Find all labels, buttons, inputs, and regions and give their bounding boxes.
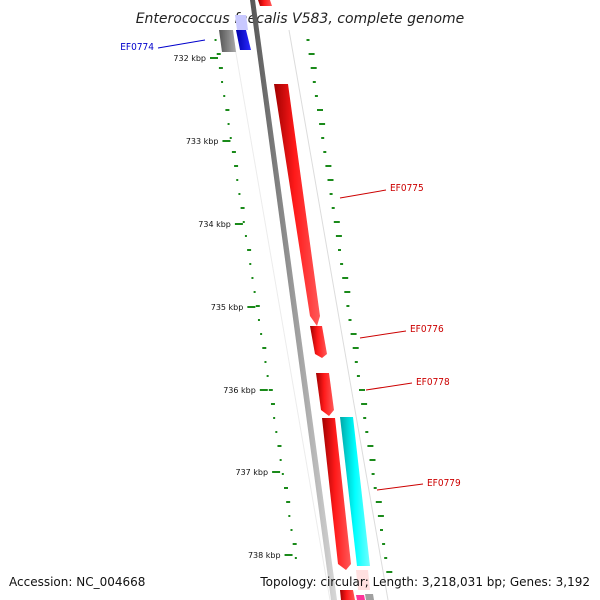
outer-track-line [288,29,389,600]
gene-gray-bottom [365,594,374,600]
gene-gray-EF0773 [219,30,236,52]
gene-faint-top [235,15,248,30]
gene-label-text: EF0774 [120,42,154,53]
kbp-tick-732: 732 kbp [173,54,218,63]
gene-EF0779-cyan [340,417,370,566]
gene-red-top-stub [258,0,272,6]
genome-summary: Topology: circular; Length: 3,218,031 bp… [259,575,590,589]
inner-track-line [231,29,331,600]
gene-leader-line [359,330,407,339]
gc-track-left [214,39,297,559]
gene-EF0775 [274,84,320,326]
kbp-tick-label: 733 kbp [186,137,219,146]
gene-faint-bottom [356,570,370,590]
genome-backbone [250,0,337,600]
kbp-tick-737: 737 kbp [235,468,281,477]
gene-leader-line [376,483,424,491]
gene-EF0779-red [322,418,351,570]
kbp-tick-735: 735 kbp [211,303,256,312]
kbp-tick-736: 736 kbp [223,386,268,395]
gene-blue-EF0774 [236,30,251,50]
gene-leader-line [365,382,413,391]
gene-label-EF0776: EF0776 [359,324,444,339]
gene-label-text: EF0779 [427,478,461,489]
kbp-tick-738: 738 kbp [248,551,293,560]
gene-label-EF0779: EF0779 [376,478,461,491]
kbp-tick-label: 737 kbp [235,468,268,477]
kbp-tick-label: 732 kbp [173,54,206,63]
gene-leader-line [339,189,387,199]
gene-EF0778 [316,373,334,416]
kbp-tick-label: 738 kbp [248,551,281,560]
kbp-tick-734: 734 kbp [198,220,243,229]
gc-track-right [306,39,393,573]
gene-red-bottom [340,590,355,600]
gene-leader-line [157,39,206,49]
gene-label-text: EF0778 [416,377,450,388]
gene-label-EF0778: EF0778 [365,377,450,391]
gene-EF0776 [310,326,327,358]
gene-label-text: EF0775 [390,183,424,194]
kbp-tick-label: 734 kbp [198,220,231,229]
kbp-tick-label: 735 kbp [211,303,244,312]
gene-magenta-bottom [356,595,365,600]
kbp-tick-733: 733 kbp [186,137,231,146]
accession-label: Accession: NC_004668 [9,575,145,589]
kbp-ticks: 732 kbp 733 kbp 734 kbp 735 kbp 736 kbp 737 k… [173,54,293,560]
gene-labels: EF0774 EF0775 EF0776 EF0778 EF0779 [120,39,461,491]
gene-label-EF0775: EF0775 [339,183,424,199]
map-title: Enterococcus faecalis V583, complete gen… [136,11,465,27]
kbp-tick-label: 736 kbp [223,386,256,395]
gene-label-EF0774: EF0774 [120,39,206,53]
gene-label-text: EF0776 [410,324,444,335]
